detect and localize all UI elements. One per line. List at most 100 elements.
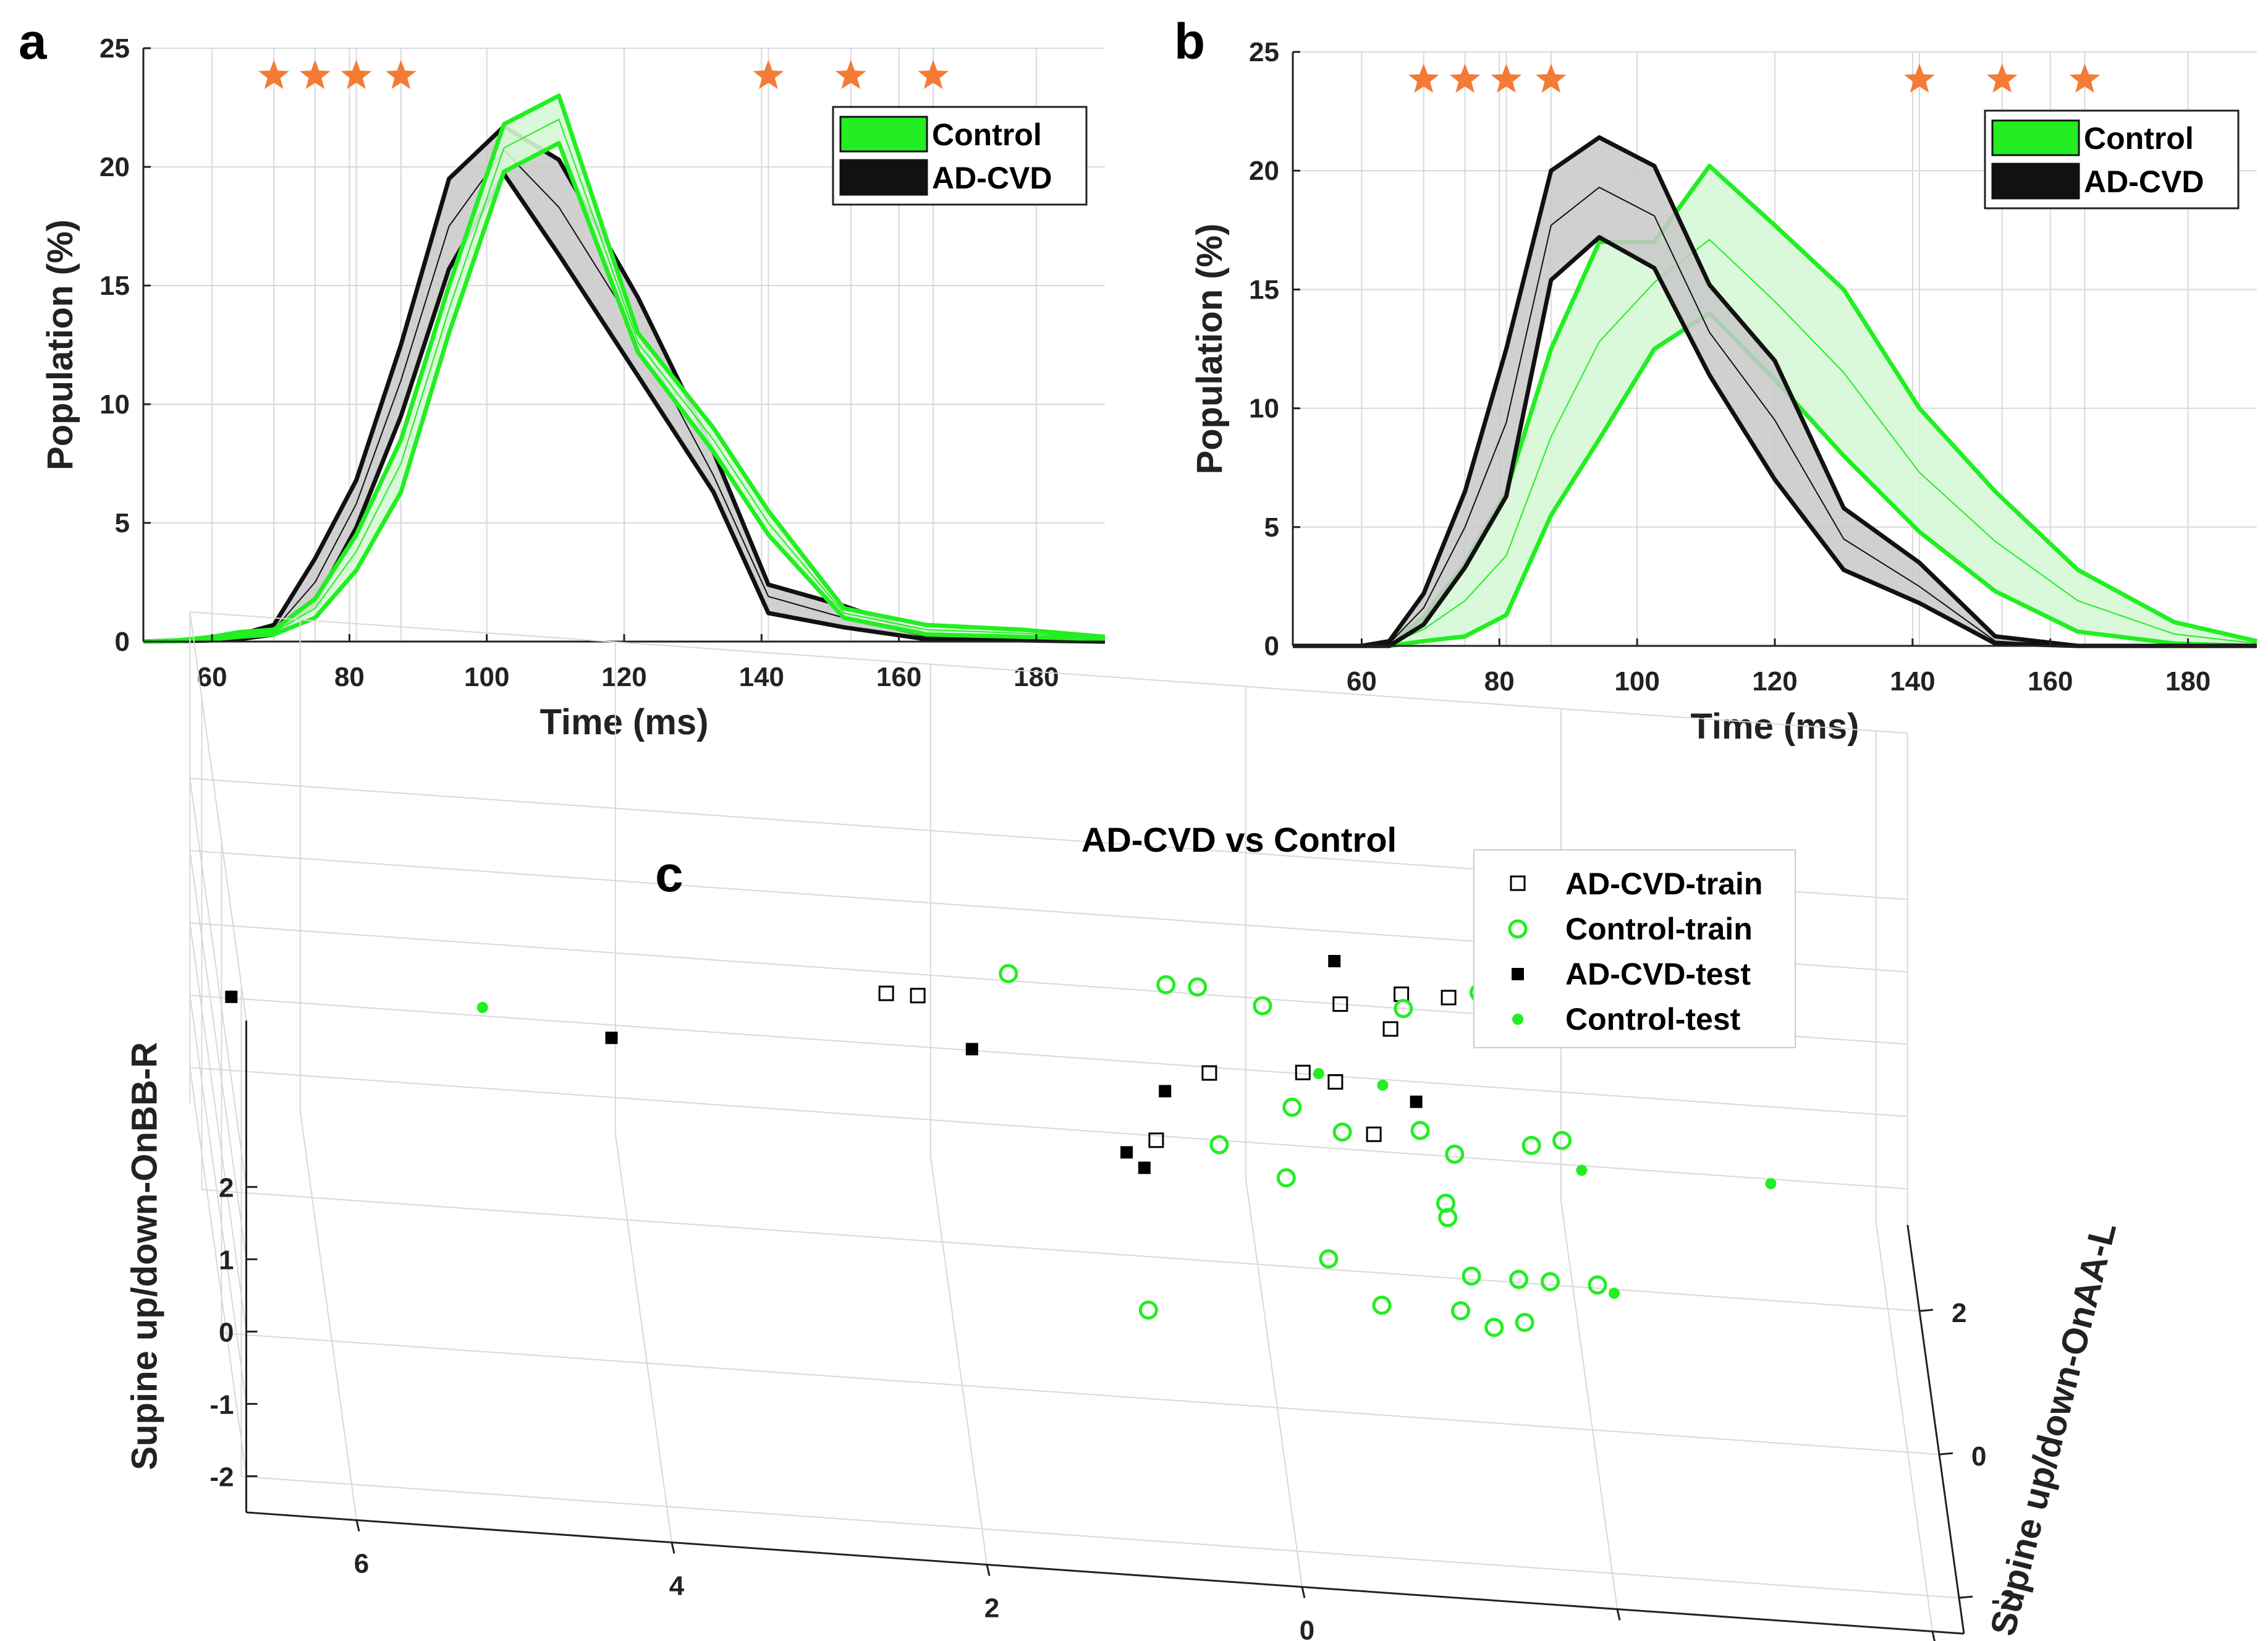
z-axis-label: Supine up/down-OnBB-R [125,1042,165,1470]
side-wall-gridline [189,850,247,1260]
significance-star [1491,64,1522,93]
control-train-point [1156,975,1176,994]
control-band [1293,166,2257,647]
ad-cvd-train-point [1441,990,1457,1006]
control-train-point [1451,1301,1470,1321]
ad-cvd-train-point [1382,1021,1398,1037]
x-tick-mark [986,1564,991,1576]
x-tick-label: 160 [876,662,921,692]
x-axis [246,1511,1965,1635]
x-tick-label: 140 [1890,666,1935,697]
y-tick-label: 2 [1952,1298,1966,1328]
ad-cvd-test-point [1328,955,1341,967]
ad-cvd-upper-line [1293,135,2257,648]
control-train-point [1253,996,1272,1016]
x-tick-label: 120 [601,662,646,692]
floor-gridline [221,1332,1940,1456]
control-train-point [1445,1144,1465,1164]
control-train-point [1438,1208,1458,1228]
control-train-point [1332,1122,1352,1142]
z-tick-label: 0 [219,1317,234,1347]
control-test-point [1377,1079,1389,1091]
y-tick-label: 10 [99,389,130,420]
y-tick-label: 25 [99,33,130,64]
control-train-point [1484,1318,1504,1338]
side-wall-gridline [189,1067,247,1477]
side-wall-gridline [189,995,247,1404]
x-tick-label: 60 [1347,666,1377,697]
y-tick-label: -2 [1991,1585,2015,1615]
y-tick-label: 10 [1249,394,1279,424]
significance-star [258,60,289,89]
x-tick-label: 0 [1300,1616,1314,1641]
floor-gridline [299,1111,357,1520]
legend-marker-control-train [1508,919,1528,939]
ad-cvd-test-point [1138,1161,1151,1174]
floor-gridline [929,1156,988,1565]
x-tick-mark [1301,1587,1306,1598]
x-axis-label: Time (ms) [540,702,709,742]
x-tick-mark [671,1542,675,1554]
x-axis-label: Time (ms) [1691,706,1860,747]
z-tick-label: 2 [219,1172,234,1203]
y-tick-label: 25 [1249,37,1279,67]
chart-title: AD-CVD vs Control [1081,820,1397,859]
significance-star [300,60,331,89]
legend-label-control: Control [2084,121,2194,156]
x-tick-label: 80 [1484,666,1515,697]
legend-marker-ad-cvd-train [1510,875,1526,891]
legend-swatch-ad-cvd [839,159,928,196]
y-tick-label: 0 [1264,631,1279,661]
x-tick-label: 140 [739,662,784,692]
legend-marker-ad-cvd-test [1512,968,1524,980]
control-train-point [1462,1266,1481,1286]
legend-label: AD-CVD-test [1565,957,1751,991]
y-tick-label: 20 [99,152,130,182]
y-tick-label: 5 [115,508,130,538]
control-train-point [1394,999,1413,1019]
control-band [143,95,1105,642]
significance-star [836,60,866,89]
legend-label: AD-CVD-train [1565,867,1762,901]
x-tick-label: 80 [334,662,365,692]
control-train-point [1509,1270,1528,1289]
significance-star [1987,64,2018,93]
legend-label: Control-train [1565,912,1753,946]
floor-gridline [1875,1223,1933,1632]
legend-label-ad-cvd: AD-CVD [932,161,1052,195]
significance-star [2069,64,2101,93]
control-train-point [1410,1121,1430,1140]
x-tick-label: 2 [984,1593,999,1624]
z-tick-label: 1 [219,1245,234,1275]
x-tick-label: 6 [354,1549,369,1579]
floor-gridline [614,1134,672,1543]
side-wall-gridline [189,778,247,1187]
control-train-point [1282,1097,1302,1117]
ad-cvd-train-point [1295,1064,1311,1080]
x-tick-label: 4 [669,1571,685,1601]
x-tick-label: 160 [2028,666,2073,697]
control-train-point [1552,1130,1572,1150]
ad-cvd-band [1293,137,2257,646]
box-edge [190,611,1908,734]
floor-gridline [241,1475,1960,1599]
x-tick-label: 100 [1614,666,1659,697]
ad-cvd-train-point [1394,986,1410,1003]
control-lower-line [143,141,1106,644]
ad-cvd-train-point [878,985,894,1001]
ad-cvd-train-point [1366,1126,1382,1142]
ad-cvd-train-point [1201,1065,1217,1081]
control-train-point [1588,1275,1607,1295]
control-train-point [1515,1313,1534,1333]
control-test-point [1313,1068,1324,1079]
ad-cvd-test-point [1120,1146,1133,1159]
significance-star [1904,64,1935,93]
panel-label: c [655,846,683,902]
control-train-point [999,964,1018,983]
y-tick-mark [1939,1452,1953,1456]
control-test-point [1576,1164,1588,1176]
side-wall-gridline [189,923,247,1332]
y-tick-label: 5 [1264,512,1279,543]
legend-label: Control-test [1565,1002,1741,1037]
y-tick-label: 0 [115,627,130,657]
